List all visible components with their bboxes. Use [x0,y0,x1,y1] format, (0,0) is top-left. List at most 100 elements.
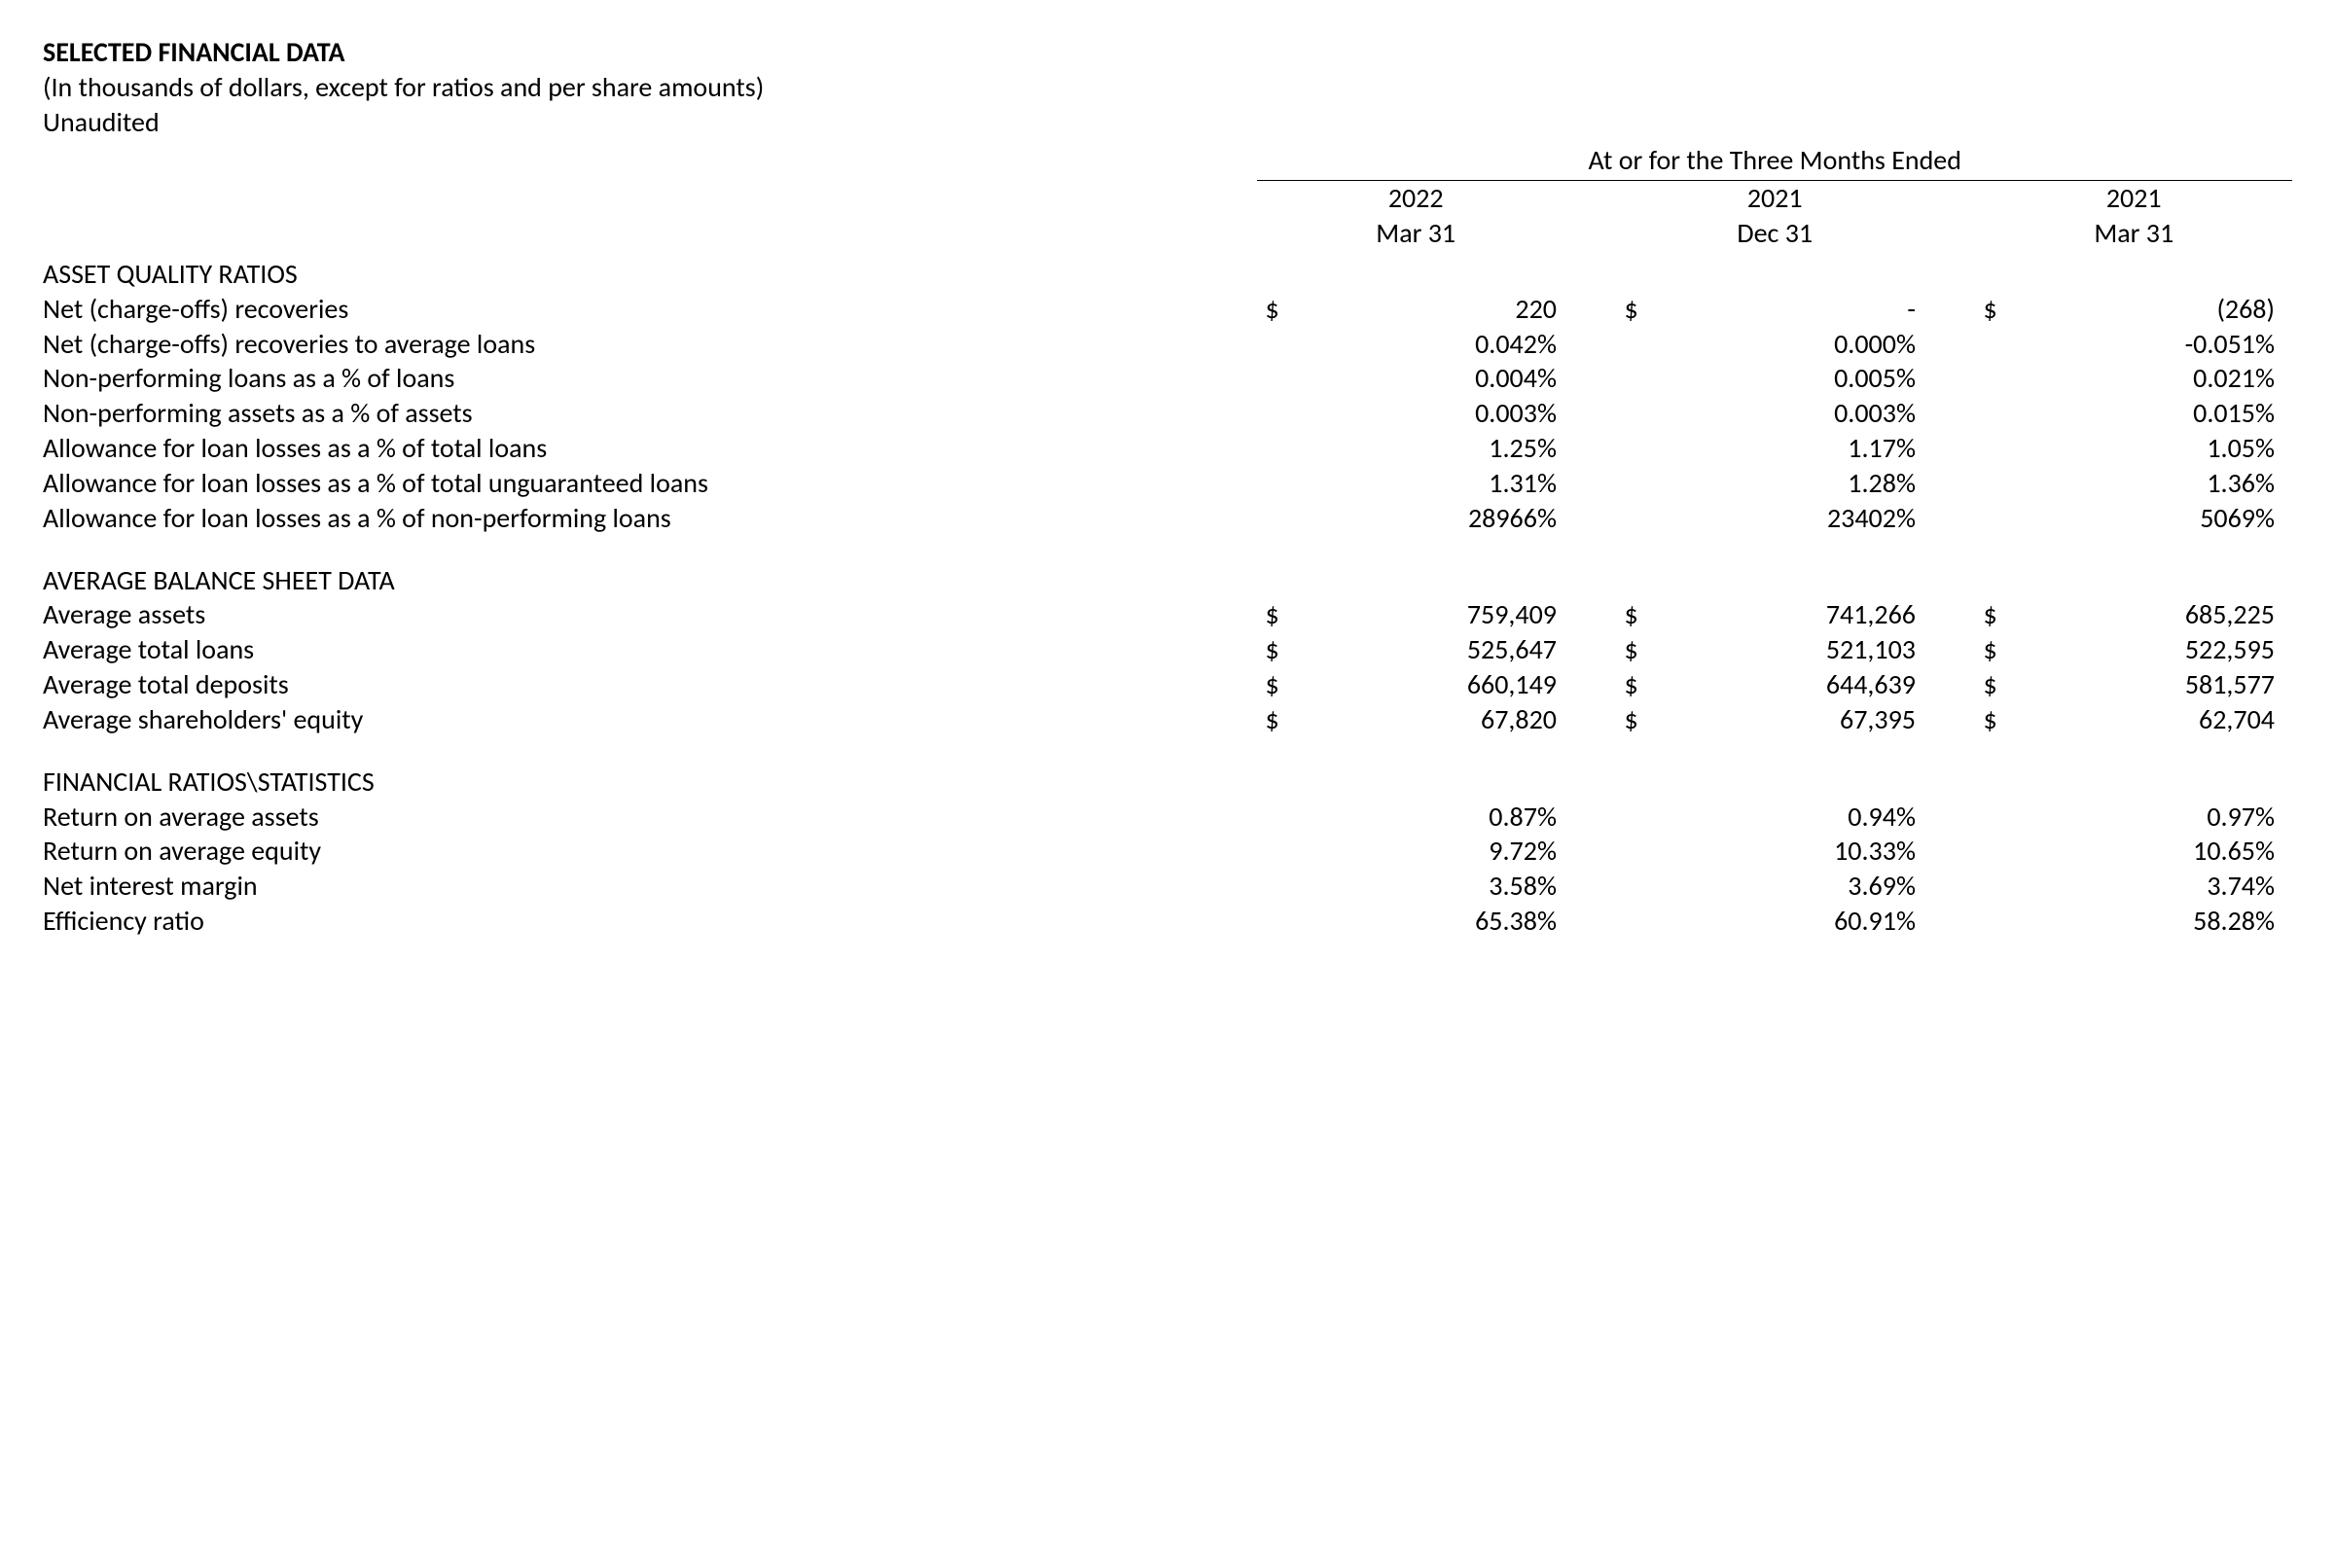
col-year-1: 2021 [1616,181,1933,216]
currency-symbol [1975,501,2044,536]
cell-value: - [1686,292,1933,327]
table-row: Return on average assets0.87%0.94%0.97% [43,800,2292,835]
cell-value: 67,820 [1327,702,1574,737]
currency-symbol: $ [1257,702,1326,737]
cell-value: 685,225 [2045,597,2292,632]
cell-value: 1.31% [1327,466,1574,501]
cell-value: 10.33% [1686,834,1933,869]
col-year-2: 2021 [1975,181,2292,216]
cell-value: 220 [1327,292,1574,327]
currency-symbol: $ [1975,632,2044,667]
currency-symbol [1975,327,2044,362]
currency-symbol [1257,800,1326,835]
currency-symbol [1975,431,2044,466]
row-label: Net (charge-offs) recoveries [43,292,1257,327]
col-year-0: 2022 [1257,181,1574,216]
currency-symbol [1616,800,1685,835]
currency-symbol: $ [1616,292,1685,327]
section-header-row: FINANCIAL RATIOS\STATISTICS [43,737,2292,800]
currency-symbol [1616,431,1685,466]
cell-value: 1.36% [2045,466,2292,501]
table-row: Non-performing assets as a % of assets0.… [43,396,2292,431]
cell-value: 0.003% [1327,396,1574,431]
currency-symbol [1975,396,2044,431]
currency-symbol: $ [1975,702,2044,737]
cell-value: 0.005% [1686,361,1933,396]
currency-symbol [1975,834,2044,869]
currency-symbol [1616,361,1685,396]
cell-value: 0.021% [2045,361,2292,396]
cell-value: -0.051% [2045,327,2292,362]
cell-value: 62,704 [2045,702,2292,737]
currency-symbol [1616,834,1685,869]
currency-symbol [1616,466,1685,501]
row-label: Non-performing loans as a % of loans [43,361,1257,396]
cell-value: 1.17% [1686,431,1933,466]
cell-value: 65.38% [1327,904,1574,939]
spanner-row: At or for the Three Months Ended [43,143,2292,180]
section-header-row: AVERAGE BALANCE SHEET DATA [43,536,2292,598]
currency-symbol: $ [1257,597,1326,632]
cell-value: 5069% [2045,501,2292,536]
table-row: Net (charge-offs) recoveries$220$-$(268) [43,292,2292,327]
currency-symbol [1257,327,1326,362]
page-subtitle: (In thousands of dollars, except for rat… [43,70,2292,105]
cell-value: 0.015% [2045,396,2292,431]
row-label: Net interest margin [43,869,1257,904]
cell-value: 67,395 [1686,702,1933,737]
section-title: AVERAGE BALANCE SHEET DATA [43,536,2292,598]
cell-value: 0.000% [1686,327,1933,362]
cell-value: 521,103 [1686,632,1933,667]
row-label: Allowance for loan losses as a % of tota… [43,466,1257,501]
row-label: Average total loans [43,632,1257,667]
table-row: Return on average equity 9.72% 10.33% 10.65… [43,834,2292,869]
currency-symbol: $ [1616,702,1685,737]
currency-symbol: $ [1975,292,2044,327]
currency-symbol [1257,834,1326,869]
currency-symbol: $ [1616,632,1685,667]
cell-value: 10.65% [2045,834,2292,869]
table-row: Net (charge-offs) recoveries to average … [43,327,2292,362]
currency-symbol [1975,869,2044,904]
currency-symbol [1257,431,1326,466]
currency-symbol [1257,396,1326,431]
financial-table: At or for the Three Months Ended 2022 20… [43,143,2292,938]
cell-value: 58.28% [2045,904,2292,939]
cell-value: 3.74% [2045,869,2292,904]
currency-symbol: $ [1616,597,1685,632]
cell-value: 9.72% [1327,834,1574,869]
table-row: Average total loans$525,647$521,103$522,… [43,632,2292,667]
cell-value: 0.94% [1686,800,1933,835]
section-header-row: ASSET QUALITY RATIOS [43,251,2292,292]
currency-symbol [1975,904,2044,939]
table-row: Average shareholders' equity$67,820$67,3… [43,702,2292,737]
row-label: Allowance for loan losses as a % of tota… [43,431,1257,466]
currency-symbol [1616,396,1685,431]
row-label: Return on average equity [43,834,1257,869]
currency-symbol: $ [1975,667,2044,702]
cell-value: 581,577 [2045,667,2292,702]
currency-symbol [1257,904,1326,939]
table-row: Non-performing loans as a % of loans 0.00… [43,361,2292,396]
cell-value: 0.87% [1327,800,1574,835]
section-title: ASSET QUALITY RATIOS [43,251,2292,292]
cell-value: 1.05% [2045,431,2292,466]
audit-note: Unaudited [43,105,2292,140]
cell-value: 60.91% [1686,904,1933,939]
cell-value: 644,639 [1686,667,1933,702]
cell-value: 759,409 [1327,597,1574,632]
row-label: Average total deposits [43,667,1257,702]
cell-value: 0.004% [1327,361,1574,396]
table-row: Allowance for loan losses as a % of tota… [43,466,2292,501]
date-row: Mar 31 Dec 31 Mar 31 [43,216,2292,251]
currency-symbol: $ [1616,667,1685,702]
col-date-1: Dec 31 [1616,216,1933,251]
table-row: Allowance for loan losses as a % of non-… [43,501,2292,536]
currency-symbol [1616,327,1685,362]
cell-value: 522,595 [2045,632,2292,667]
currency-symbol [1616,501,1685,536]
cell-value: 3.58% [1327,869,1574,904]
year-row: 2022 2021 2021 [43,181,2292,216]
table-row: Average assets$759,409$741,266$685,225 [43,597,2292,632]
table-row: Efficiency ratio65.38%60.91%58.28% [43,904,2292,939]
